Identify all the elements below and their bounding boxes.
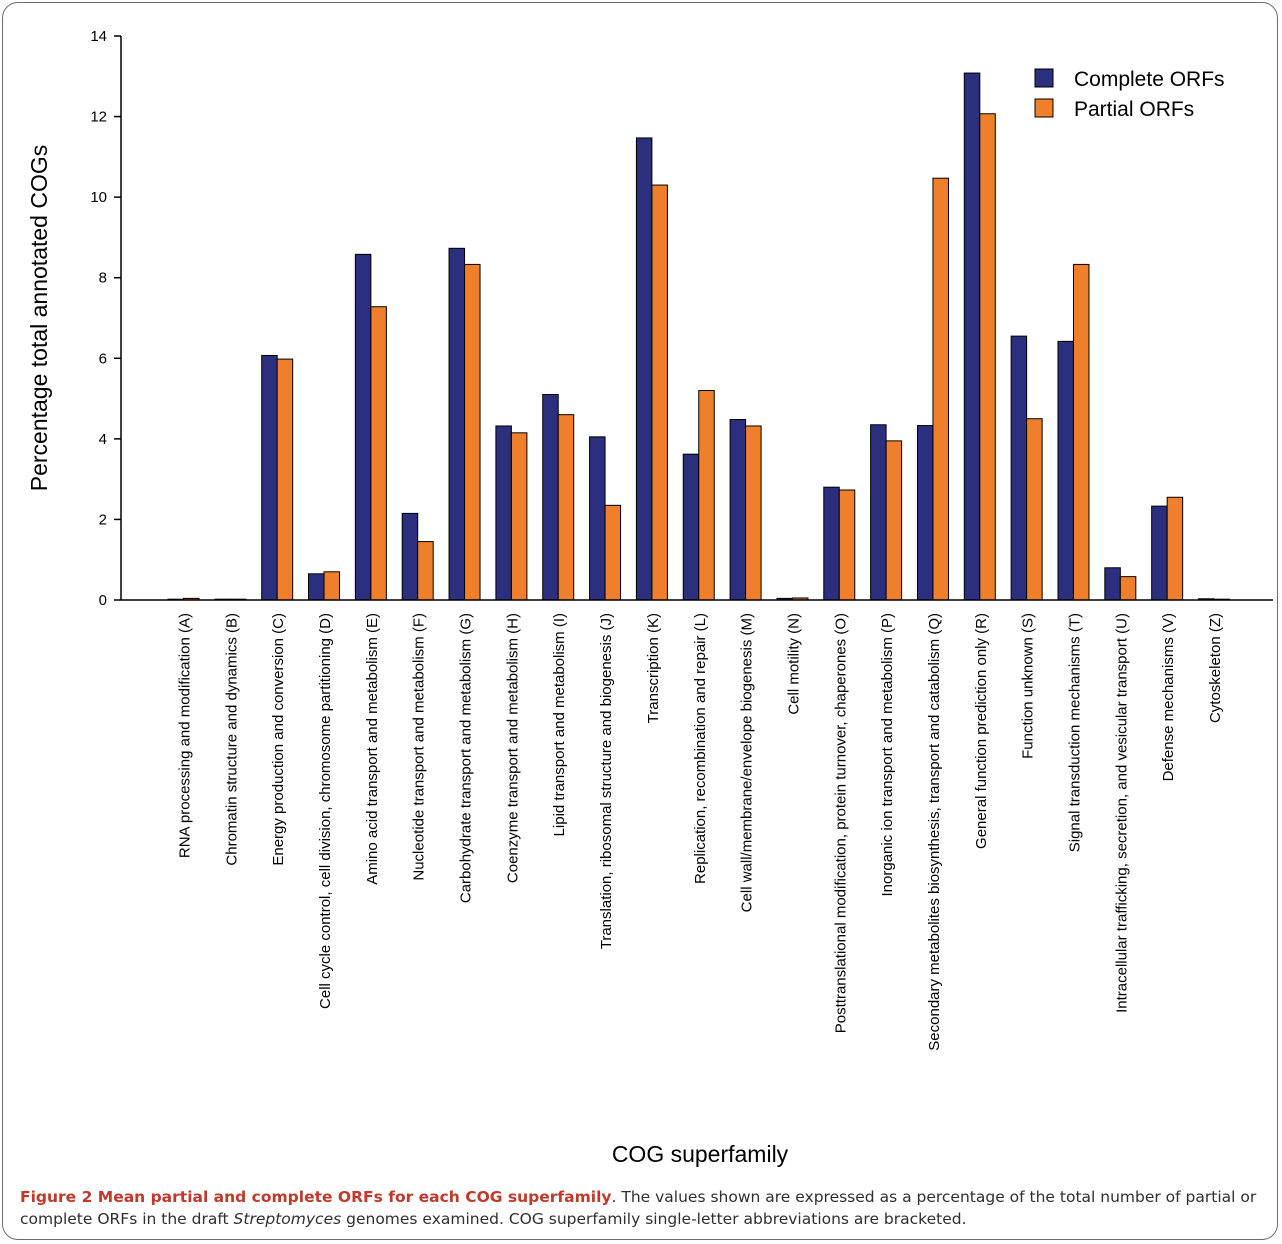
bar-complete: [682, 453, 700, 601]
x-tick-label: Cell motility (N): [785, 613, 802, 715]
bar-complete: [1104, 567, 1121, 601]
x-tick-label: Function unknown (S): [1020, 613, 1037, 759]
x-tick-label: Intracellular trafficking, secretion, an…: [1113, 613, 1130, 1013]
axes-layer: [120, 36, 1273, 601]
bar-complete: [354, 253, 372, 601]
x-tick-label: Cell cycle control, cell division, chrom…: [317, 613, 334, 1009]
x-tick-label: RNA processing and modification (A): [177, 613, 194, 858]
bar-complete: [635, 137, 653, 601]
bar-complete: [448, 247, 466, 601]
bar-complete: [729, 419, 747, 601]
x-tick-label: Cell wall/membrane/envelope biogenesis (…: [739, 613, 756, 912]
legend-swatch-partial: [1034, 98, 1054, 118]
bar-complete: [495, 425, 512, 601]
bar-complete: [870, 424, 887, 601]
y-tick-label: 0: [99, 592, 107, 609]
x-tick-label: Replication, recombination and repair (L…: [692, 613, 709, 884]
y-tick-label: 14: [90, 28, 107, 45]
x-tick-label: General function prediction only (R): [973, 613, 990, 849]
bar-partial: [1119, 576, 1137, 601]
bar-partial: [932, 177, 949, 601]
legend-label-partial: Partial ORFs: [1074, 98, 1194, 121]
bar-complete: [589, 436, 606, 601]
bar-complete: [401, 512, 419, 601]
bar-complete: [1010, 335, 1028, 601]
x-tick-label: Carbohydrate transport and metabolism (G…: [458, 613, 475, 903]
bar-partial: [464, 263, 481, 601]
bar-partial: [604, 504, 622, 601]
x-tick-label: Amino acid transport and metabolism (E): [364, 613, 381, 885]
y-tick-label: 2: [99, 511, 107, 528]
legend-swatch-complete: [1034, 68, 1054, 88]
bar-partial: [323, 571, 341, 601]
y-tick-label: 6: [99, 350, 107, 367]
legend-label-complete: Complete ORFs: [1074, 68, 1225, 91]
bar-complete: [1057, 340, 1074, 601]
y-tick-label: 4: [99, 431, 107, 448]
bar-partial: [370, 306, 387, 601]
x-tick-label: Translation, ribosomal structure and bio…: [598, 613, 615, 949]
bar-partial: [1072, 263, 1090, 601]
bar-partial: [745, 425, 762, 601]
x-tick-labels: RNA processing and modification (A) Chrom…: [177, 613, 1225, 1051]
x-tick-label: Chromatin structure and dynamics (B): [223, 613, 240, 866]
caption-italic: Streptomyces: [233, 1210, 342, 1228]
bar-complete: [1151, 505, 1168, 601]
bar-complete: [308, 573, 325, 601]
y-tick-label: 8: [99, 270, 107, 287]
bar-partial: [557, 414, 575, 601]
x-tick-label: Signal transduction mechanisms (T): [1066, 613, 1083, 852]
bar-partial: [885, 440, 903, 601]
bar-partial: [651, 184, 668, 601]
x-tick-label: Cytoskeleton (Z): [1207, 613, 1224, 723]
x-tick-label: Transcription (K): [645, 613, 662, 723]
caption-lead: Figure 2 Mean partial and complete ORFs …: [20, 1188, 612, 1206]
bar-partial: [1166, 496, 1184, 601]
bar-partial: [276, 358, 294, 601]
legend: Complete ORFs Partial ORFs: [1034, 68, 1225, 121]
bar-complete: [542, 394, 559, 601]
bar-partial: [510, 432, 528, 601]
x-tick-label: Posttranslational modification, protein …: [832, 613, 849, 1033]
bar-partial: [417, 541, 434, 601]
y-tick-label: 12: [90, 109, 107, 126]
x-tick-label: Coenzyme transport and metabolism (H): [504, 613, 521, 883]
bar-partial: [1026, 418, 1043, 601]
bar-partial: [698, 390, 715, 601]
y-axis-title: Percentage total annotated COGs: [26, 145, 52, 492]
x-tick-label: Lipid transport and metabolism (I): [551, 613, 568, 836]
bar-complete: [261, 354, 278, 601]
bar-complete: [963, 72, 981, 601]
bars-layer: [167, 72, 1230, 601]
figure-caption: Figure 2 Mean partial and complete ORFs …: [20, 1186, 1270, 1230]
caption-text-1: . The values shown are expressed as a pe…: [20, 1188, 1257, 1228]
x-tick-label: Secondary metabolites biosynthesis, tran…: [926, 613, 943, 1051]
x-tick-label: Nucleotide transport and metabolism (F): [411, 613, 428, 881]
bar-partial: [979, 113, 996, 601]
x-tick-label: Defense mechanisms (V): [1160, 613, 1177, 781]
caption-text-2: genomes examined. COG superfamily single…: [341, 1210, 967, 1228]
x-tick-label: Energy production and conversion (C): [270, 613, 287, 866]
x-axis-title: COG superfamily: [612, 1141, 789, 1167]
bar-partial: [838, 489, 856, 601]
y-tick-label: 10: [90, 189, 107, 206]
bar-complete: [823, 486, 840, 601]
x-tick-label: Inorganic ion transport and metabolism (…: [879, 613, 896, 896]
y-ticks: 0 2 4 6 8 10 12 14: [90, 28, 121, 609]
bar-complete: [916, 425, 934, 601]
